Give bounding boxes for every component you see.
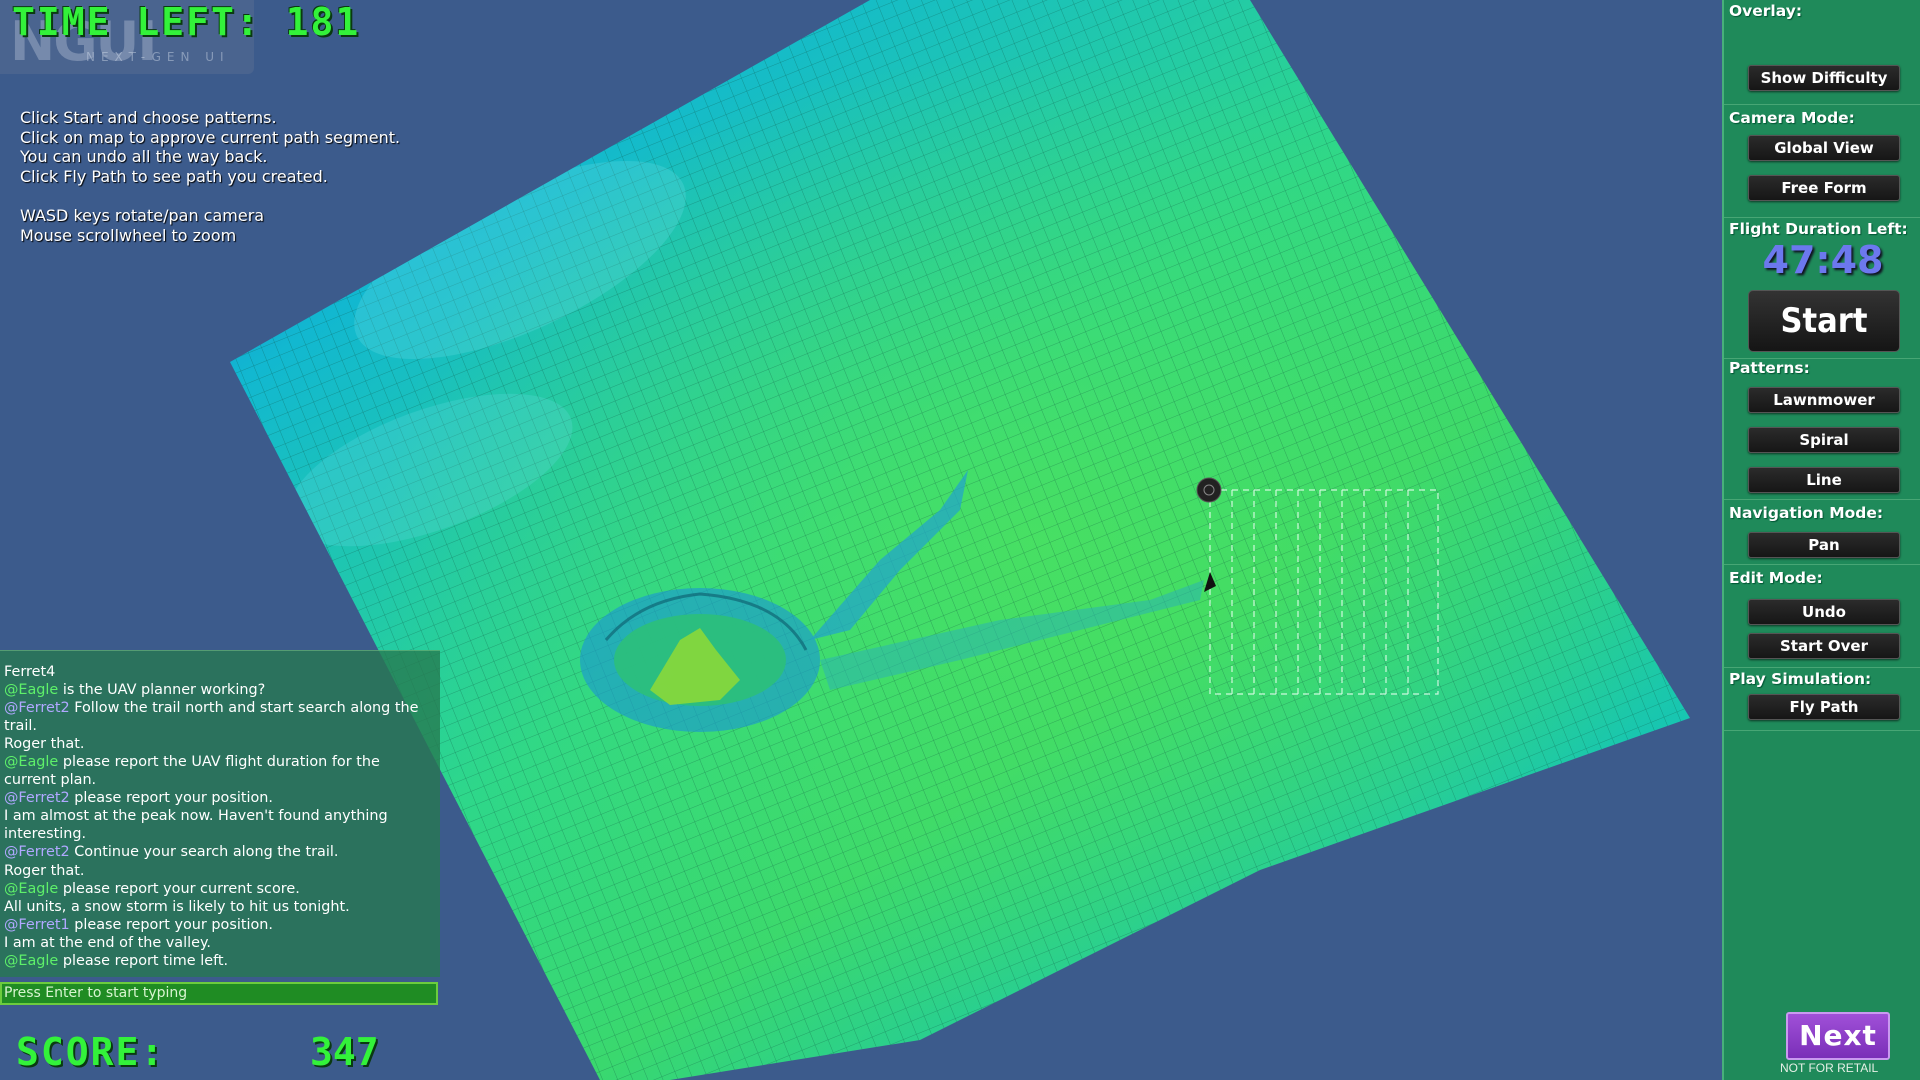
play-simulation-section: Play Simulation: Fly Path (1724, 668, 1920, 731)
chat-message: Roger that. (4, 862, 436, 880)
ngui-logo: NGUI NEXT-GEN UI (0, 0, 254, 74)
navigation-mode-section: Navigation Mode: Pan (1724, 500, 1920, 565)
camera-mode-section: Camera Mode: Global View Free Form (1724, 105, 1920, 218)
chat-text: Roger that. (4, 736, 85, 753)
edit-mode-title: Edit Mode: (1729, 569, 1823, 587)
chat-text: please report your position. (69, 916, 273, 933)
edit-mode-section: Edit Mode: Undo Start Over (1724, 565, 1920, 668)
next-button[interactable]: Next (1786, 1012, 1890, 1060)
score-label: SCORE: (16, 1030, 166, 1074)
start-over-button[interactable]: Start Over (1748, 633, 1900, 659)
chat-text: please report your position. (69, 790, 273, 807)
not-for-retail-label: NOT FOR RETAIL (1780, 1061, 1879, 1075)
chat-text: Continue your search along the trail. (69, 844, 339, 861)
instructions-text: Click Start and choose patterns. Click o… (20, 108, 400, 245)
chat-mention: @Ferret2 (4, 790, 70, 807)
chat-text: I am almost at the peak now. Haven't fou… (4, 808, 388, 843)
global-view-button[interactable]: Global View (1748, 135, 1900, 161)
play-simulation-title: Play Simulation: (1729, 670, 1872, 688)
instruction-line: Click on map to approve current path seg… (20, 127, 401, 147)
chat-message: @Ferret1 please report your position. (4, 916, 436, 934)
mountain-peak (580, 588, 820, 732)
flight-duration-value: 47:48 (1762, 238, 1884, 282)
chat-text: please report the UAV flight duration fo… (4, 754, 380, 789)
chat-message: @Ferret2 please report your position. (4, 789, 436, 807)
chat-mention: @Eagle (4, 952, 59, 969)
instruction-line: WASD keys rotate/pan camera (20, 205, 265, 225)
show-difficulty-button[interactable]: Show Difficulty (1748, 65, 1900, 91)
flight-duration-title: Flight Duration Left: (1729, 220, 1908, 238)
chat-message: @Eagle please report the UAV flight dura… (4, 753, 436, 789)
chat-panel: Ferret4 @Eagle is the UAV planner workin… (0, 650, 440, 977)
start-button[interactable]: Start (1748, 290, 1900, 352)
chat-text: is the UAV planner working? (58, 682, 266, 699)
chat-mention: @Eagle (4, 682, 59, 699)
fly-path-button[interactable]: Fly Path (1748, 694, 1900, 720)
undo-button[interactable]: Undo (1748, 599, 1900, 625)
instruction-line: Click Fly Path to see path you created. (20, 166, 328, 186)
chat-message: @Eagle please report your current score. (4, 880, 436, 898)
chat-text: Follow the trail north and start search … (4, 700, 419, 735)
spiral-button[interactable]: Spiral (1748, 427, 1900, 453)
chat-message: @Ferret2 Continue your search along the … (4, 843, 436, 861)
score-value: 347 (310, 1030, 379, 1074)
patterns-title: Patterns: (1729, 359, 1810, 377)
chat-text: please report your current score. (58, 880, 300, 897)
time-left-value: 181 (285, 0, 361, 44)
instruction-line: Click Start and choose patterns. (20, 108, 277, 127)
uav-marker[interactable] (1196, 477, 1222, 503)
free-form-button[interactable]: Free Form (1748, 175, 1900, 201)
control-panel: Overlay: Show Difficulty Camera Mode: Gl… (1722, 0, 1920, 1080)
time-left-label: TIME LEFT: (12, 0, 261, 44)
chat-header: Ferret4 (4, 664, 56, 680)
logo-mark: NGUI (10, 10, 157, 73)
chat-mention: @Eagle (4, 880, 59, 897)
chat-messages: Ferret4 @Eagle is the UAV planner workin… (4, 663, 436, 970)
chat-message: @Eagle please report time left. (4, 952, 436, 970)
chat-message: I am almost at the peak now. Haven't fou… (4, 807, 436, 843)
instruction-line (20, 186, 400, 206)
chat-input[interactable]: Press Enter to start typing (0, 982, 438, 1005)
lawnmower-pattern (1209, 489, 1439, 695)
instruction-line: Mouse scrollwheel to zoom (20, 225, 237, 245)
line-button[interactable]: Line (1748, 467, 1900, 493)
chat-message: @Eagle is the UAV planner working? (4, 681, 436, 699)
time-left-display: TIME LEFT: 181 (12, 0, 360, 44)
chat-text: Roger that. (4, 862, 85, 879)
lawnmower-button[interactable]: Lawnmower (1748, 387, 1900, 413)
chat-message: I am at the end of the valley. (4, 934, 436, 952)
chat-text: please report time left. (58, 952, 229, 969)
overlay-title: Overlay: (1729, 2, 1803, 20)
chat-mention: @Ferret2 (4, 700, 70, 717)
chat-message: All units, a snow storm is likely to hit… (4, 898, 436, 916)
chat-mention: @Ferret1 (4, 916, 70, 933)
patterns-section: Patterns: Lawnmower Spiral Line (1724, 359, 1920, 500)
chat-text: I am at the end of the valley. (4, 934, 211, 951)
overlay-section: Overlay: Show Difficulty (1724, 0, 1920, 105)
pan-button[interactable]: Pan (1748, 532, 1900, 558)
chat-mention: @Eagle (4, 754, 59, 771)
instruction-line: You can undo all the way back. (20, 147, 268, 167)
chat-text: All units, a snow storm is likely to hit… (4, 898, 350, 915)
chat-message: @Ferret2 Follow the trail north and star… (4, 699, 436, 735)
valley-trail (810, 470, 1204, 690)
logo-subtitle: NEXT-GEN UI (86, 50, 230, 64)
camera-mode-title: Camera Mode: (1729, 109, 1855, 127)
navigation-mode-title: Navigation Mode: (1729, 504, 1884, 522)
chat-mention: @Ferret2 (4, 844, 70, 861)
chat-message: Roger that. (4, 735, 436, 753)
flight-duration-section: Flight Duration Left: 47:48 Start (1724, 218, 1920, 359)
path-cursor-icon (1204, 572, 1216, 592)
